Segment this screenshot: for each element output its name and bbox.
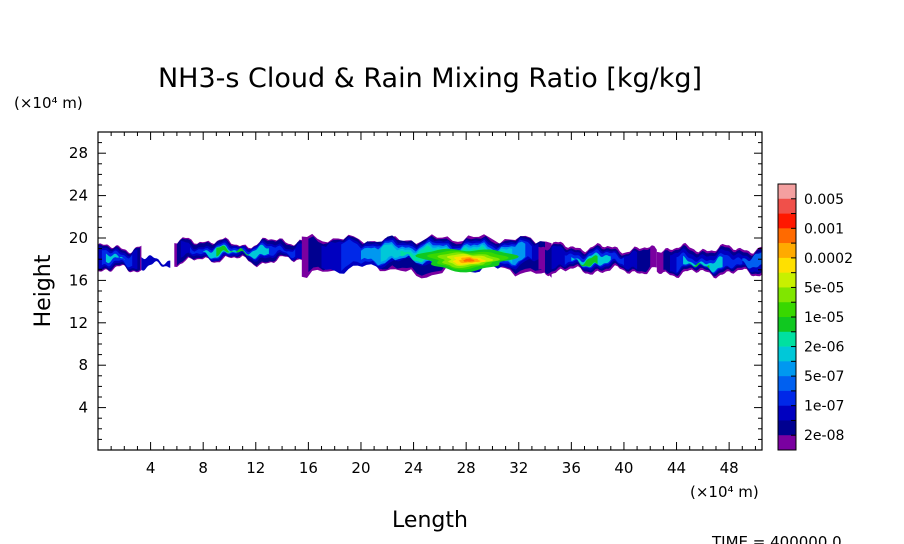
cloud-contour — [141, 255, 171, 271]
chart-title: NH3-s Cloud & Rain Mixing Ratio [kg/kg] — [158, 63, 702, 94]
x-tick-label: 12 — [246, 459, 265, 477]
cloud-contour — [742, 252, 762, 269]
x-axis-unit: (×10⁴ m) — [690, 483, 759, 501]
x-tick-label: 8 — [198, 459, 208, 477]
x-tick-label: 40 — [614, 459, 633, 477]
x-tick-label: 20 — [351, 459, 370, 477]
x-axis: 4 8 12 16 20 24 28 32 36 40 44 48 — [110, 132, 756, 477]
x-tick-label: 4 — [146, 459, 156, 477]
colorbar-swatch — [778, 213, 796, 229]
colorbar-swatch — [778, 198, 796, 214]
y-tick-label: 28 — [69, 144, 88, 162]
colorbar-label: 0.001 — [804, 221, 844, 237]
colorbar-swatch — [778, 405, 796, 421]
colorbar-swatch — [778, 257, 796, 273]
colorbar-swatch — [778, 346, 796, 362]
colorbar-label: 5e-07 — [804, 369, 844, 385]
y-tick-label: 24 — [69, 187, 88, 205]
cloud-contour — [683, 255, 723, 273]
colorbar-swatch — [778, 317, 796, 333]
x-tick-label: 28 — [457, 459, 476, 477]
y-tick-label: 4 — [78, 399, 88, 417]
y-tick-label: 8 — [78, 356, 88, 374]
x-tick-label: 44 — [667, 459, 686, 477]
cloud-field — [98, 233, 762, 279]
x-tick-label: 48 — [720, 459, 739, 477]
y-tick-label: 20 — [69, 229, 88, 247]
x-axis-label: Length — [392, 508, 468, 533]
colorbar-label: 2e-06 — [804, 340, 844, 356]
y-tick-label: 16 — [69, 271, 88, 289]
time-label: TIME = 400000.0 — [711, 533, 842, 544]
cloud-contour — [577, 255, 598, 267]
colorbar-label: 0.005 — [804, 192, 844, 208]
colorbar-swatch — [778, 420, 796, 436]
x-tick-label: 24 — [404, 459, 423, 477]
colorbar-swatch — [778, 243, 796, 259]
colorbar-swatch — [778, 302, 796, 318]
colorbar-swatch — [778, 361, 796, 377]
x-tick-label: 36 — [562, 459, 581, 477]
y-axis: 4 8 12 16 20 24 28 — [69, 142, 762, 440]
colorbar-swatch — [778, 331, 796, 347]
colorbar-swatch — [778, 435, 796, 451]
colorbar-swatch — [778, 228, 796, 244]
cloud-contour — [676, 252, 743, 274]
colorbar-label: 0.0002 — [804, 251, 853, 267]
colorbar-swatch — [778, 184, 796, 200]
colorbar-label: 2e-08 — [804, 428, 844, 444]
colorbar-swatch — [778, 390, 796, 406]
cloud-contour — [105, 253, 125, 264]
y-axis-label: Height — [31, 254, 56, 327]
colorbar-label: 1e-05 — [804, 310, 844, 326]
y-tick-label: 12 — [69, 314, 88, 332]
colorbar-swatch — [778, 287, 796, 303]
plot-frame — [97, 131, 763, 451]
colorbar-label: 5e-05 — [804, 280, 844, 296]
colorbar-swatch — [778, 376, 796, 392]
x-tick-label: 16 — [299, 459, 318, 477]
colorbar-swatch — [778, 272, 796, 288]
cloud-contour — [216, 245, 250, 257]
colorbar-label: 1e-07 — [804, 399, 844, 415]
colorbar: 0.005 0.001 0.0002 5e-05 1e-05 2e-06 5e-07 1e-0… — [777, 183, 853, 451]
cloud-contour — [463, 258, 475, 262]
y-axis-unit: (×10⁴ m) — [14, 94, 83, 112]
x-tick-label: 32 — [509, 459, 528, 477]
cloud-contour — [101, 250, 133, 268]
